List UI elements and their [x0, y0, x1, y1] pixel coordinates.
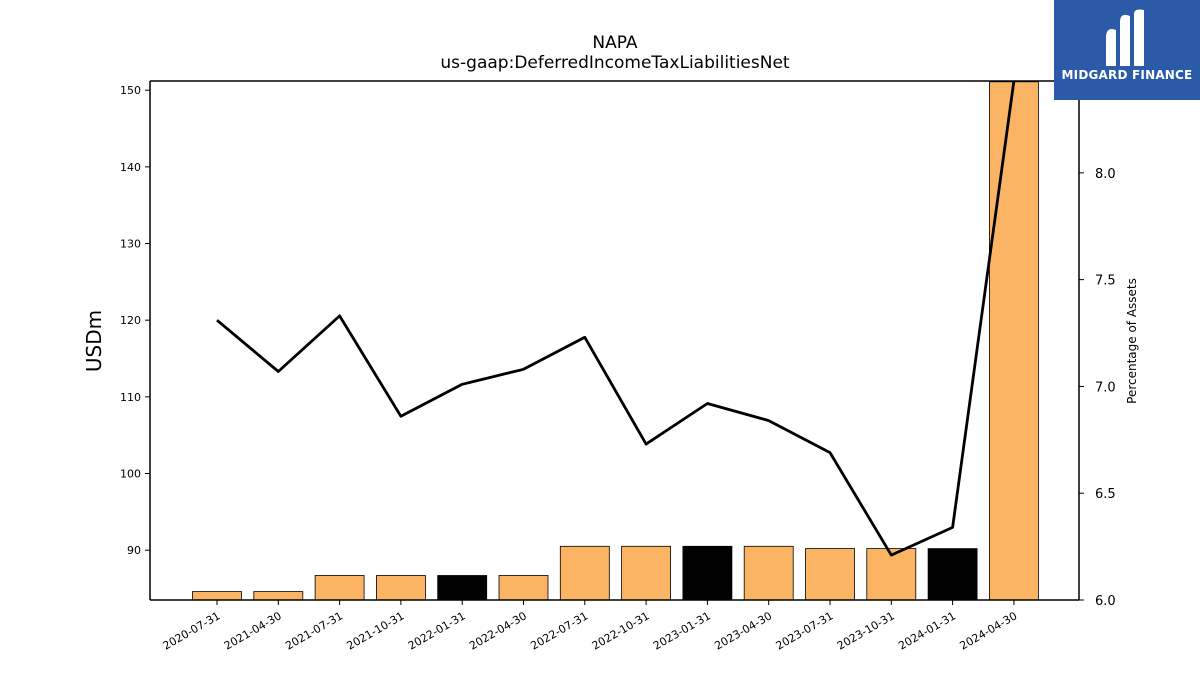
- bar: [253, 591, 304, 600]
- bar: [805, 548, 855, 600]
- series-line: [216, 80, 1016, 557]
- logo-mark-icon: [1106, 9, 1144, 66]
- bar: [559, 545, 610, 600]
- brand-logo: MIDGARD FINANCE: [1054, 0, 1200, 100]
- x-tick-label: 2023-10-31: [835, 609, 897, 652]
- x-tick-label: 2021-04-30: [222, 609, 284, 652]
- x-tick-label: 2022-10-31: [590, 609, 652, 652]
- y2-tick-label: 7.5: [1095, 274, 1116, 289]
- y2-tick-label: 7.0: [1095, 380, 1116, 395]
- bar: [621, 545, 671, 600]
- bar: [375, 575, 426, 600]
- bar: [314, 575, 365, 600]
- y-tick-label: 130: [120, 238, 141, 251]
- y-tick-label: 150: [120, 84, 141, 97]
- x-tick-label: 2022-07-31: [528, 609, 590, 652]
- chart-title: NAPA: [592, 33, 638, 53]
- y-tick-label: 90: [127, 544, 141, 557]
- x-tick-label: 2021-10-31: [345, 609, 407, 652]
- bar: [192, 591, 242, 600]
- x-tick-label: 2023-01-31: [651, 609, 713, 652]
- y-tick-label: 120: [120, 314, 141, 327]
- chart-subtitle: us-gaap:DeferredIncomeTaxLiabilitiesNet: [440, 53, 790, 73]
- bar: [498, 575, 549, 600]
- y2-tick-label: 6.0: [1095, 594, 1116, 609]
- y-tick-label: 110: [120, 391, 141, 404]
- x-tick-label: 2023-04-30: [712, 609, 774, 652]
- bar: [989, 81, 1039, 600]
- x-tick-label: 2023-07-31: [774, 609, 836, 652]
- bar: [866, 548, 917, 600]
- y2-tick-label: 8.0: [1095, 167, 1116, 182]
- x-tick-label: 2022-04-30: [467, 609, 529, 652]
- y-tick-label: 140: [120, 161, 141, 174]
- y2-tick-label: 6.5: [1095, 487, 1116, 502]
- bar: [927, 548, 978, 600]
- bar: [682, 545, 733, 600]
- x-tick-label: 2024-04-30: [958, 609, 1020, 652]
- x-tick-label: 2021-07-31: [283, 609, 345, 652]
- bar: [437, 575, 488, 600]
- y-axis-label: USDm: [82, 310, 106, 372]
- bar: [743, 545, 794, 600]
- x-tick-label: 2020-07-31: [161, 609, 223, 652]
- x-tick-label: 2024-01-31: [896, 609, 958, 652]
- logo-text: MIDGARD FINANCE: [1061, 68, 1193, 82]
- y-tick-label: 100: [120, 468, 141, 481]
- x-tick-label: 2022-01-31: [406, 609, 468, 652]
- y2-axis-label: Percentage of Assets: [1125, 278, 1139, 404]
